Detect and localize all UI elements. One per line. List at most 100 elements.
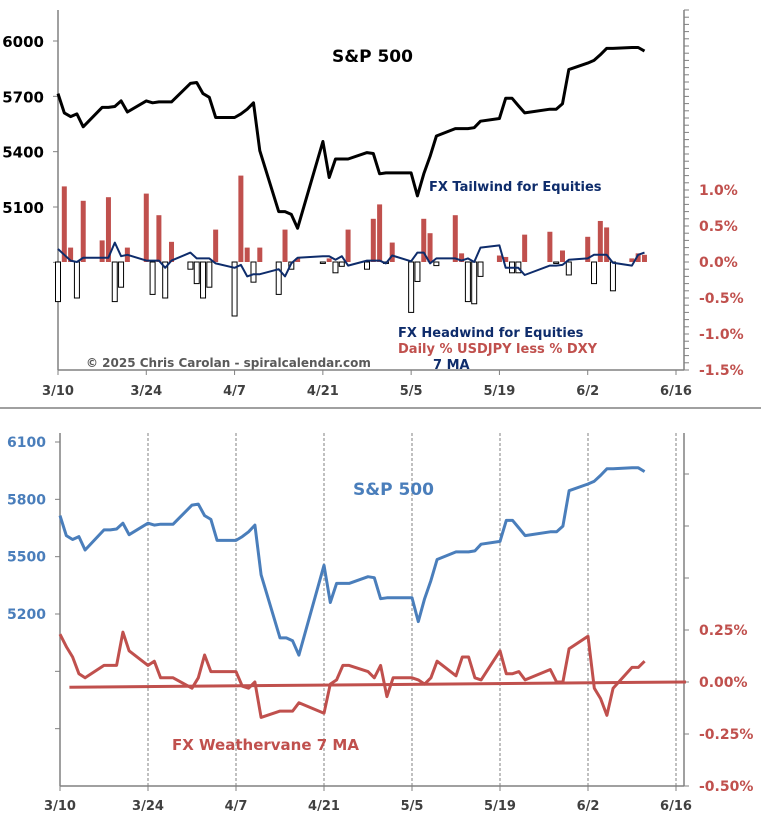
- fx-bar-positive: [635, 253, 641, 262]
- fx-bar-positive: [244, 247, 250, 262]
- fx-bar-positive: [68, 247, 74, 262]
- fx-bar-positive: [295, 258, 301, 262]
- bottom-left-tick-label: 5500: [7, 550, 46, 566]
- fx-bar-positive: [389, 242, 395, 262]
- top-left-tick-label: 5100: [2, 199, 44, 217]
- bottom-left-tick-label: 5200: [7, 607, 46, 623]
- fx-bar-negative: [162, 261, 169, 299]
- top-x-tick-label: 4/21: [307, 384, 339, 399]
- bottom-sp-label: S&P 500: [353, 480, 434, 500]
- fx-bar-negative: [149, 261, 156, 295]
- fx-bar-negative: [193, 261, 200, 285]
- bottom-x-tick-label: 4/7: [225, 799, 248, 814]
- headwind-label: FX Headwind for Equities: [398, 326, 584, 341]
- fx-bar-positive: [421, 218, 427, 262]
- fx-bar-negative: [553, 261, 560, 264]
- top-x-tick-label: 6/2: [576, 384, 599, 399]
- top-lines: [56, 46, 646, 278]
- fx-bar-negative: [591, 261, 598, 285]
- fx-bar-positive: [238, 175, 244, 262]
- top-x-tick-label: 3/10: [42, 384, 74, 399]
- top-right-tick-label: 0.5%: [699, 219, 738, 235]
- top-right-tick-label: 1.0%: [699, 183, 738, 199]
- fx-bar-negative: [206, 261, 213, 288]
- fx-bar-positive: [427, 233, 433, 262]
- fx-bar-positive: [99, 240, 105, 262]
- bottom-ma-label: FX Weathervane 7 MA: [172, 736, 359, 754]
- fx-bar-negative: [200, 261, 207, 299]
- fx-bar-positive: [604, 227, 610, 262]
- top-right-tick-label: -1.0%: [699, 327, 744, 343]
- fx-bar-positive: [629, 258, 635, 262]
- bottom-x-tick-label: 5/19: [484, 799, 516, 814]
- fx-bar-negative: [319, 261, 326, 264]
- fx-bar-negative: [55, 261, 61, 303]
- fx-bar-negative: [477, 261, 484, 277]
- fx-bar-positive: [282, 229, 288, 262]
- top-left-tick-label: 5700: [2, 88, 44, 106]
- sp500-line-bottom: [58, 466, 646, 657]
- fx-bar-negative: [275, 261, 282, 295]
- bottom-labels: 3/10 3/24 4/7 4/21 5/5 5/19 6/2 6/16 6100 5800 550…: [7, 435, 753, 814]
- fx-bar-negative: [471, 261, 478, 305]
- fx-bar-negative: [187, 261, 194, 270]
- tailwind-label: FX Tailwind for Equities: [429, 180, 602, 195]
- fx-bar-negative: [250, 261, 257, 283]
- bottom-left-tick-label: 5800: [7, 492, 46, 508]
- fx-bar-negative: [338, 261, 345, 267]
- fx-bar-positive: [345, 229, 351, 262]
- bottom-x-tick-label: 5/5: [401, 799, 424, 814]
- fx-bar-positive: [61, 186, 67, 262]
- fx-bar-positive: [257, 247, 263, 262]
- fx-bar-negative: [73, 261, 80, 299]
- top-sp-label: S&P 500: [332, 47, 413, 67]
- bottom-panel: 3/10 3/24 4/7 4/21 5/5 5/19 6/2 6/16 6100 5800 550…: [7, 433, 753, 814]
- fx-bar-positive: [522, 234, 528, 262]
- top-x-tick-label: 6/16: [660, 384, 692, 399]
- top-right-tick-label: -0.5%: [699, 291, 744, 307]
- bottom-x-tick-label: 3/24: [132, 799, 164, 814]
- bottom-x-tick-label: 4/21: [308, 799, 340, 814]
- fx-bar-positive: [143, 193, 149, 262]
- fx-bar-positive: [377, 204, 383, 262]
- fx-bar-positive: [213, 229, 219, 262]
- top-x-tick-label: 5/19: [483, 384, 515, 399]
- fx-7ma-line-top: [57, 241, 645, 278]
- top-bars: [55, 175, 647, 317]
- fx-weathervane-7ma-line: [58, 630, 646, 719]
- top-panel: 3/10 3/24 4/7 4/21 5/5 5/19 6/2 6/16 6000 5700 540…: [2, 9, 744, 399]
- top-right-tick-label: 0.0%: [699, 255, 738, 271]
- bottom-x-tick-label: 3/10: [44, 799, 76, 814]
- bottom-right-tick-label: -0.25%: [699, 727, 753, 743]
- fx-bar-negative: [408, 261, 415, 313]
- fx-bar-positive: [80, 200, 86, 262]
- copyright: © 2025 Chris Carolan - spiralcalendar.co…: [86, 356, 371, 370]
- top-labels: 3/10 3/24 4/7 4/21 5/5 5/19 6/2 6/16 6000 5700 540…: [2, 33, 743, 399]
- fx-bar-positive: [641, 254, 647, 262]
- zero-trend-line: [69, 680, 687, 689]
- fx-bar-negative: [332, 261, 339, 274]
- top-axes: [53, 9, 689, 375]
- fx-bar-positive: [105, 197, 111, 262]
- fx-bar-negative: [118, 261, 125, 288]
- fx-bar-negative: [364, 261, 370, 270]
- fx-bar-negative: [414, 261, 421, 282]
- fx-bar-negative: [433, 261, 440, 267]
- bottom-x-tick-label: 6/16: [660, 799, 692, 814]
- fx-bar-negative: [111, 261, 118, 303]
- bottom-right-tick-label: -0.50%: [699, 779, 753, 795]
- fx-bar-positive: [547, 231, 553, 262]
- top-left-tick-label: 6000: [2, 33, 44, 51]
- fx-bar-negative: [464, 261, 471, 303]
- bottom-right-tick-label: 0.00%: [699, 675, 748, 691]
- daily-label: Daily % USDJPY less % DXY: [398, 342, 598, 357]
- bottom-left-tick-label: 6100: [7, 435, 46, 451]
- bottom-axes: [55, 433, 689, 791]
- bottom-lines: [58, 466, 687, 719]
- bottom-x-tick-label: 6/2: [577, 799, 600, 814]
- fx-bar-positive: [452, 215, 458, 262]
- fx-bar-positive: [559, 250, 565, 262]
- fx-bar-positive: [503, 256, 509, 262]
- fx-bar-positive: [585, 236, 591, 262]
